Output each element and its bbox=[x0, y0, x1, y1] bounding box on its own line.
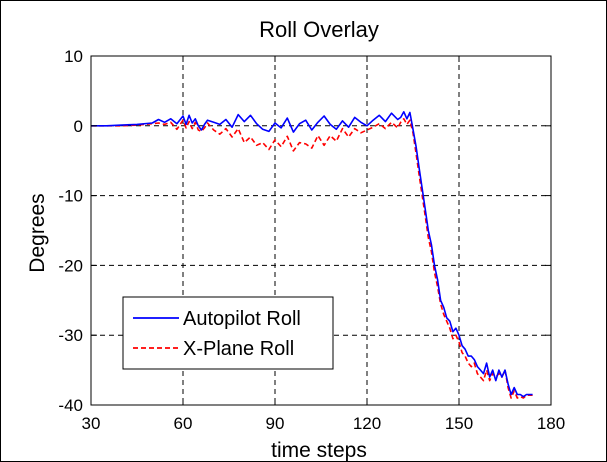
legend: Autopilot Roll X-Plane Roll bbox=[122, 296, 334, 370]
y-tick-label: 0 bbox=[74, 117, 83, 136]
legend-box bbox=[122, 296, 334, 370]
series-line-x-plane-roll bbox=[91, 118, 533, 399]
x-tick-label: 150 bbox=[445, 414, 473, 433]
legend-entry-label: X-Plane Roll bbox=[183, 338, 294, 360]
x-tick-label: 180 bbox=[537, 414, 565, 433]
series-layer bbox=[91, 111, 533, 399]
y-tick-label: -30 bbox=[58, 326, 83, 345]
series-line-autopilot-roll bbox=[91, 111, 533, 398]
y-tick-label: 10 bbox=[64, 47, 83, 66]
y-tick-label: -10 bbox=[58, 187, 83, 206]
x-axis-label: time steps bbox=[271, 439, 367, 461]
x-tick-label: 90 bbox=[266, 414, 285, 433]
y-axis-label: Degrees bbox=[26, 193, 49, 272]
y-tick-label: -20 bbox=[58, 256, 83, 275]
plot-border bbox=[90, 55, 552, 406]
ticks: 30 60 90 120 150 180 10 0 -10 -20 -30 -40 bbox=[58, 47, 565, 433]
x-tick-label: 120 bbox=[353, 414, 381, 433]
x-tick-label: 30 bbox=[82, 414, 101, 433]
y-tick-label: -40 bbox=[58, 396, 83, 415]
chart-title: Roll Overlay bbox=[259, 17, 379, 42]
x-tick-label: 60 bbox=[174, 414, 193, 433]
legend-entry-label: Autopilot Roll bbox=[183, 308, 301, 330]
